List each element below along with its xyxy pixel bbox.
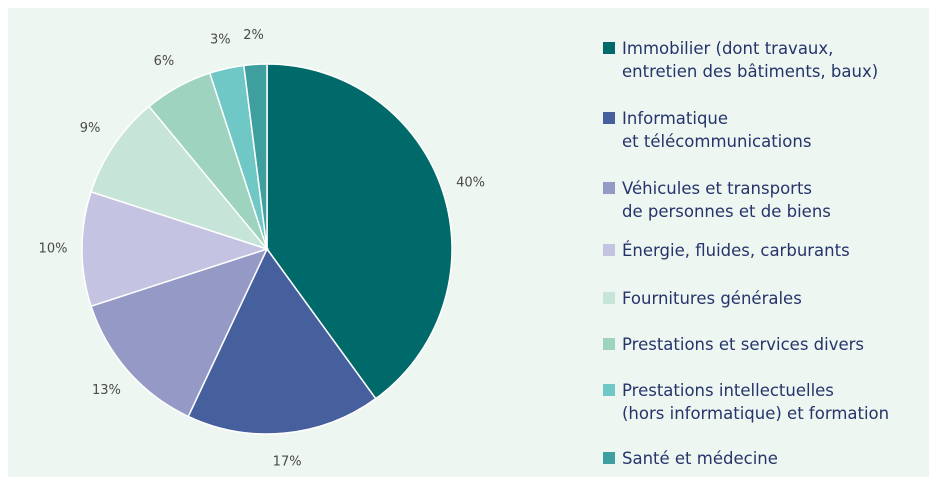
legend-swatch: [603, 182, 615, 194]
pie-slice: [90, 247, 269, 418]
legend-swatch: [603, 244, 615, 256]
legend-item: Énergie, fluides, carburants: [603, 239, 850, 262]
pie-slice: [266, 63, 453, 400]
legend-swatch: [603, 384, 615, 396]
legend-swatch: [603, 42, 615, 54]
legend-label: Véhicules et transports de personnes et …: [622, 179, 831, 221]
data-label: 40%: [456, 175, 485, 190]
legend-swatch: [603, 112, 615, 124]
data-label: 9%: [80, 121, 101, 136]
pie-slice: [187, 247, 377, 435]
data-label: 6%: [154, 54, 175, 69]
legend-item: Immobilier (dont travaux, entretien des …: [603, 37, 878, 83]
legend-label: Immobilier (dont travaux, entretien des …: [622, 39, 879, 81]
legend-label: Énergie, fluides, carburants: [622, 241, 850, 260]
legend-item: Informatique et télécommunications: [603, 107, 811, 153]
pie-slice: [242, 63, 268, 250]
legend-label: Santé et médecine: [622, 449, 778, 468]
pie-slice: [90, 105, 270, 251]
legend-label: Informatique et télécommunications: [622, 109, 812, 151]
legend-item: Fournitures générales: [603, 287, 802, 310]
legend-item: Prestations et services divers: [603, 333, 864, 356]
legend-item: Prestations intellectuelles (hors inform…: [603, 379, 889, 425]
legend-label: Prestations intellectuelles (hors inform…: [622, 381, 890, 423]
legend-swatch: [603, 338, 615, 350]
legend-item: Véhicules et transports de personnes et …: [603, 177, 831, 223]
data-label: 17%: [273, 455, 302, 470]
pie-slice: [81, 190, 270, 308]
legend-label: Prestations et services divers: [622, 335, 865, 354]
data-label: 3%: [210, 33, 231, 48]
data-label: 13%: [92, 383, 121, 398]
legend-swatch: [603, 292, 615, 304]
legend-item: Santé et médecine: [603, 447, 778, 470]
legend-swatch: [603, 452, 615, 464]
legend-label: Fournitures générales: [622, 289, 802, 308]
data-label: 2%: [243, 28, 264, 43]
data-label: 10%: [39, 242, 68, 257]
